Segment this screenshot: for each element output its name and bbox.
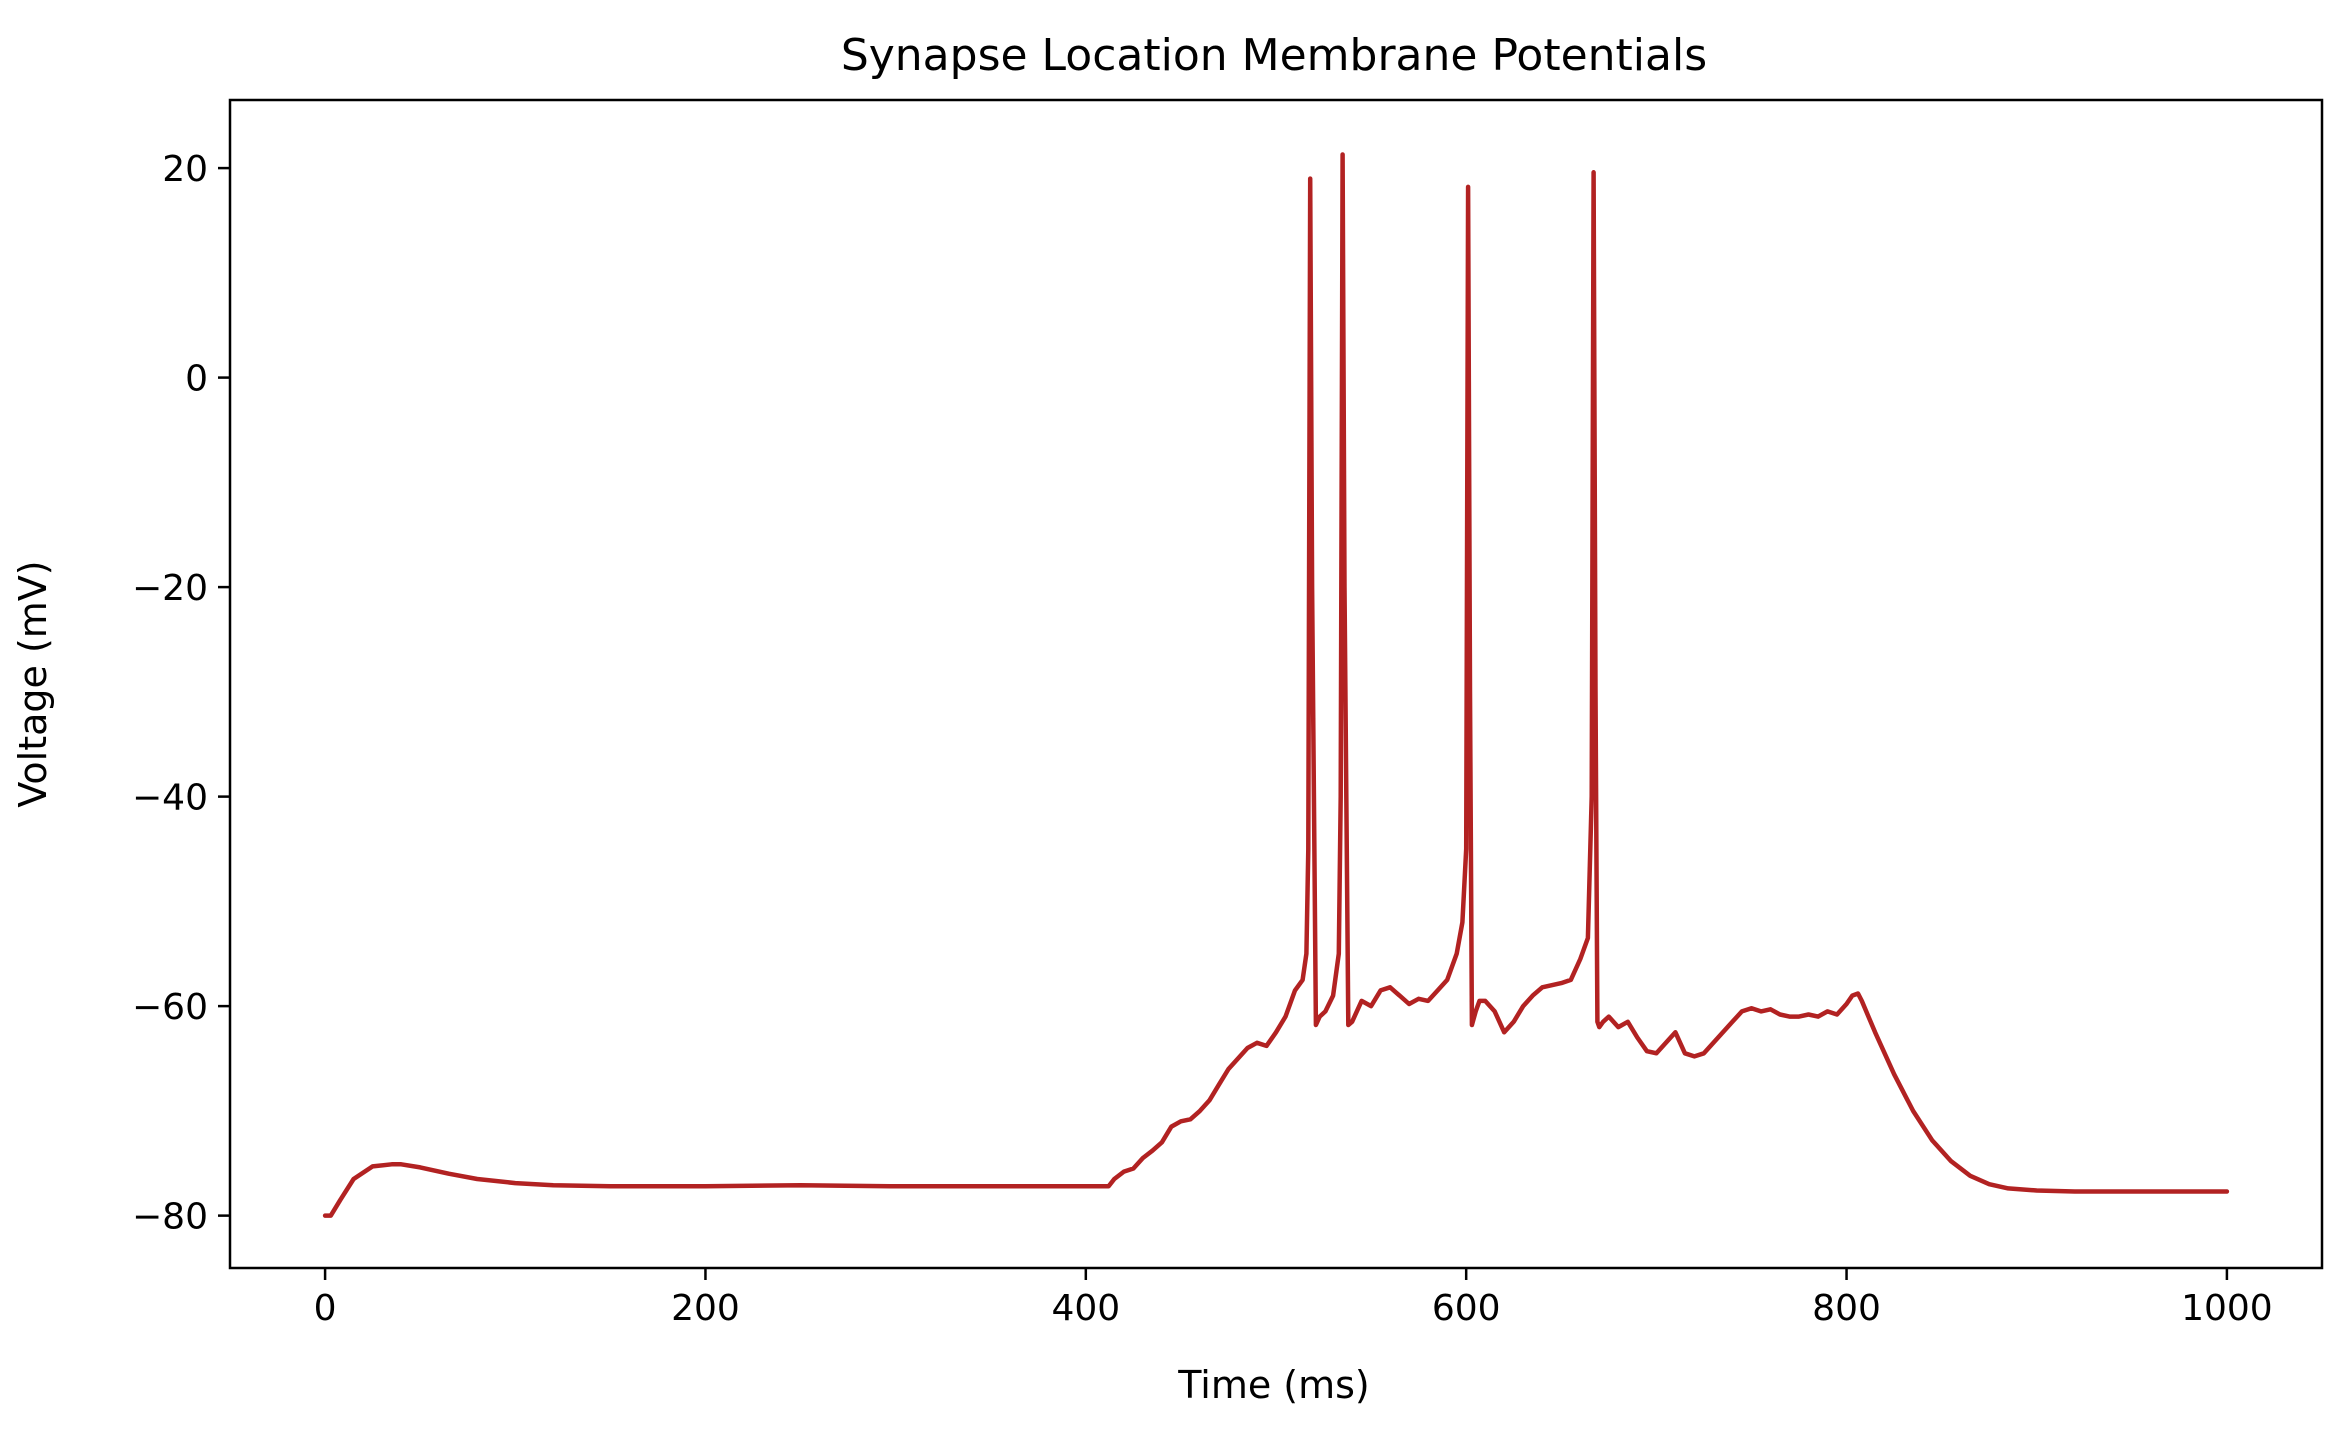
y-tick-label: −60 [132, 987, 208, 1028]
y-tick-label: 0 [185, 359, 208, 400]
x-tick-label: 1000 [2181, 1288, 2273, 1329]
y-tick-label: −80 [132, 1197, 208, 1238]
ticks-layer: 0 200 400 600 800 1000 −80 −60 −40 −20 0 20 [132, 149, 2273, 1329]
series-line-voltage [322, 152, 2230, 1218]
x-tick-label: 800 [1812, 1288, 1881, 1329]
chart-title: Synapse Location Membrane Potentials [841, 30, 1707, 81]
plot-frame [228, 98, 2324, 1270]
y-tick-label: 20 [162, 149, 208, 190]
y-tick-label: −20 [132, 568, 208, 609]
y-axis-label: Voltage (mV) [11, 560, 55, 807]
x-tick-label: 0 [314, 1288, 337, 1329]
x-tick-label: 200 [671, 1288, 740, 1329]
x-tick-label: 600 [1432, 1288, 1501, 1329]
y-tick-label: −40 [132, 778, 208, 819]
x-axis-label: Time (ms) [1177, 1363, 1370, 1407]
x-tick-label: 400 [1051, 1288, 1120, 1329]
